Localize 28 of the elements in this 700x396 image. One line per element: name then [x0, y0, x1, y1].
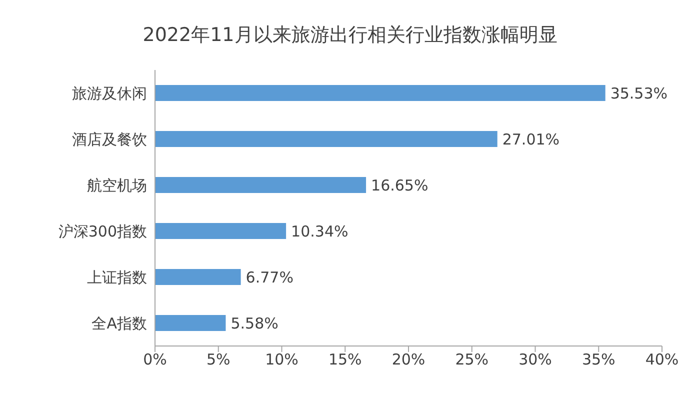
x-tick-label: 0%: [143, 350, 167, 369]
data-label: 10.34%: [291, 222, 348, 240]
data-label: 27.01%: [502, 130, 560, 148]
bar: [155, 269, 241, 285]
x-tick-label: 35%: [582, 350, 616, 369]
y-tick-label: 航空机场: [87, 176, 147, 194]
y-tick-label: 旅游及休闲: [72, 84, 147, 102]
bar: [155, 177, 366, 193]
x-tick-label: 30%: [518, 350, 552, 369]
y-tick-label: 全A指数: [92, 314, 147, 332]
bar: [155, 223, 286, 239]
data-label: 35.53%: [610, 84, 668, 102]
y-tick-label: 沪深300指数: [58, 222, 147, 240]
y-tick-label: 酒店及餐饮: [72, 130, 147, 148]
y-tick-label: 上证指数: [87, 268, 147, 286]
bar: [155, 315, 226, 331]
x-tick-label: 5%: [206, 350, 230, 369]
x-tick-label: 15%: [328, 350, 362, 369]
bar: [155, 85, 606, 101]
x-tick-label: 25%: [455, 350, 489, 369]
x-tick-label: 40%: [645, 350, 679, 369]
bar: [155, 131, 498, 147]
data-label: 16.65%: [371, 176, 428, 194]
x-tick-label: 10%: [265, 350, 298, 369]
x-tick-label: 20%: [392, 350, 426, 369]
chart-title: 2022年11月以来旅游出行相关行业指数涨幅明显: [142, 23, 558, 46]
data-label: 5.58%: [230, 314, 278, 332]
data-label: 6.77%: [246, 268, 294, 286]
